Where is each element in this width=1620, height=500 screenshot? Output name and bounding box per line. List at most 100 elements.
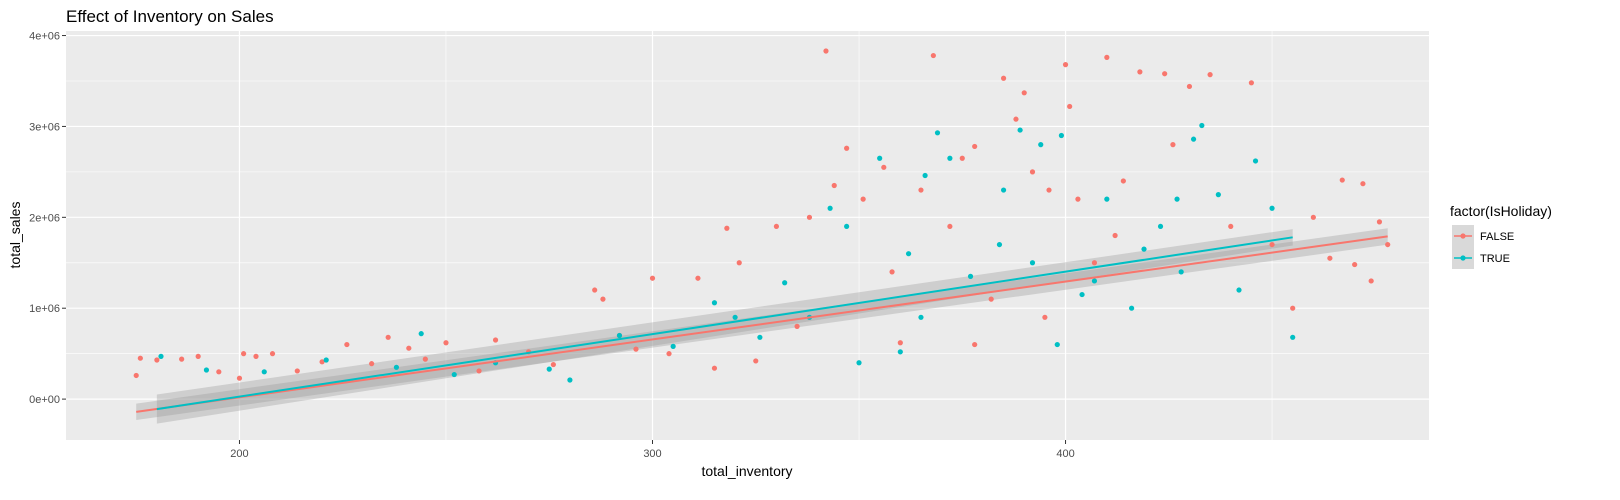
data-point-true [546, 366, 552, 372]
data-point-false [592, 287, 598, 293]
data-point-true [897, 349, 903, 355]
data-point-false [492, 337, 499, 343]
data-point-false [385, 334, 391, 340]
data-point-false [1091, 260, 1098, 266]
data-point-false [1029, 169, 1036, 175]
data-point-true [844, 223, 850, 230]
legend-key-point [1460, 233, 1466, 239]
data-point-false [1112, 232, 1118, 239]
data-point-true [1129, 305, 1135, 311]
data-point-true [827, 205, 833, 211]
data-point-true [1215, 192, 1221, 198]
data-point-false [988, 296, 994, 302]
data-point-false [550, 361, 556, 368]
y-tick-label: 3e+06 [29, 121, 60, 133]
data-point-false [753, 358, 759, 364]
data-point-true [1236, 287, 1242, 293]
data-point-false [897, 340, 903, 346]
x-tick-label: 300 [643, 448, 661, 460]
data-point-true [158, 353, 164, 359]
y-tick-label: 2e+06 [29, 212, 60, 224]
data-point-true [934, 130, 941, 136]
y-tick-label: 1e+06 [29, 303, 60, 315]
data-point-true [856, 360, 862, 366]
data-point-true [1157, 223, 1164, 230]
y-axis-title: total_sales [7, 202, 23, 269]
trend-line-true [156, 236, 1293, 411]
data-point-false [947, 223, 953, 230]
plot-panel [66, 31, 1429, 440]
legend: factor(IsHoliday) FALSE TRUE [1450, 203, 1552, 269]
data-point-true [616, 332, 623, 339]
data-point-false [695, 275, 701, 281]
data-point-false [241, 351, 247, 357]
data-point-false [269, 351, 276, 357]
data-point-true [451, 371, 457, 378]
data-point-true [947, 155, 953, 161]
data-point-true [1178, 269, 1184, 275]
data-point-true [1290, 334, 1296, 340]
data-point-false [633, 346, 639, 352]
data-point-false [1162, 71, 1168, 77]
data-point-false [881, 164, 887, 170]
data-point-false [476, 368, 482, 374]
data-point-false [137, 355, 143, 361]
data-point-true [877, 155, 883, 161]
chart-title: Effect of Inventory on Sales [66, 7, 274, 26]
legend-label-true: TRUE [1480, 253, 1510, 265]
data-point-false [1385, 241, 1391, 248]
data-point-true [670, 343, 676, 349]
data-point-true [1058, 132, 1065, 139]
data-point-false [889, 269, 895, 275]
data-point-true [1017, 127, 1023, 133]
data-point-false [406, 345, 412, 351]
data-point-false [236, 375, 243, 381]
data-point-true [1199, 122, 1205, 129]
data-point-true [203, 367, 210, 373]
data-point-true [922, 172, 928, 179]
data-point-false [369, 361, 375, 367]
data-point-false [959, 155, 965, 161]
trend-line-false [136, 235, 1388, 413]
data-point-true [393, 364, 400, 370]
data-point-false [1207, 72, 1213, 78]
axes: 0e+00 1e+06 2e+06 3e+06 4e+06 200 300 400 [29, 31, 1075, 460]
data-point-false [344, 341, 350, 348]
data-point-false [1075, 196, 1081, 202]
data-point-true [418, 331, 424, 337]
data-point-true [1190, 136, 1197, 142]
y-tick-label: 4e+06 [29, 31, 60, 43]
data-point-false [649, 275, 656, 281]
y-tick-label: 0e+00 [29, 394, 60, 406]
trend-lines [136, 235, 1388, 413]
x-tick-label: 400 [1056, 448, 1074, 460]
data-point-true [1038, 142, 1044, 148]
legend-label-false: FALSE [1480, 231, 1514, 243]
data-point-false [1042, 314, 1048, 320]
data-point-false [1290, 305, 1296, 311]
data-point-true [1252, 158, 1259, 164]
data-point-false [1046, 187, 1052, 193]
x-axis-title: total_inventory [701, 463, 792, 479]
data-point-false [1186, 83, 1193, 90]
data-point-false [1269, 241, 1275, 248]
data-point-true [1091, 278, 1098, 284]
data-point-true [1079, 291, 1085, 298]
data-point-false [806, 214, 813, 220]
data-point-false [972, 143, 978, 150]
data-point-false [133, 372, 139, 379]
data-point-false [1013, 116, 1019, 122]
data-point-false [294, 368, 300, 374]
data-point-true [732, 314, 738, 320]
data-point-true [1174, 196, 1180, 202]
data-point-false [930, 52, 936, 59]
data-point-true [1104, 196, 1110, 202]
data-point-true [1269, 205, 1275, 211]
data-point-false [216, 369, 222, 375]
data-point-false [711, 365, 718, 371]
data-point-false [724, 225, 730, 231]
data-point-true [567, 377, 573, 383]
data-point-false [600, 296, 606, 302]
data-point-false [319, 359, 325, 365]
